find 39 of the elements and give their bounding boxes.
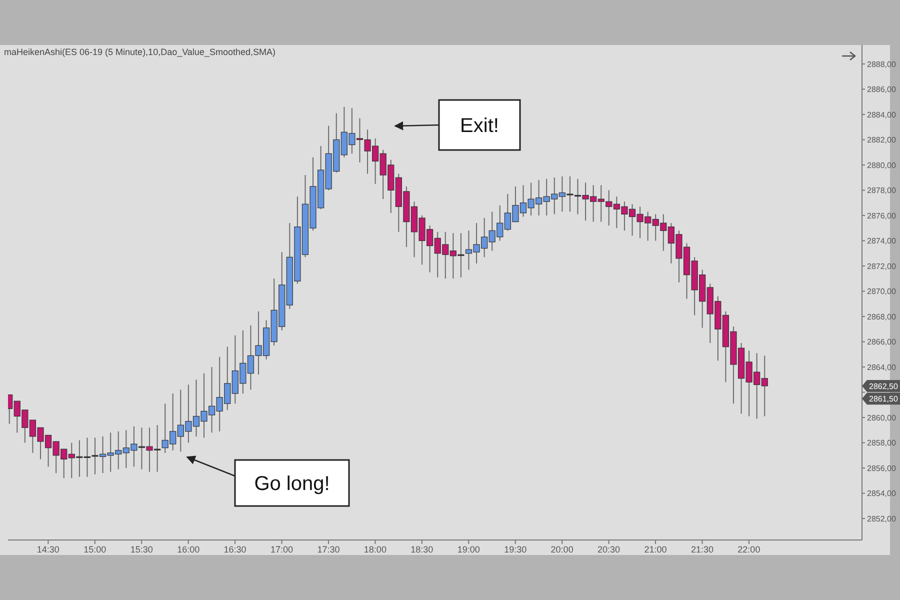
y-tick-label: 2854,00 — [867, 489, 896, 498]
annotation: Go long! — [254, 473, 330, 495]
chart-title: maHeikenAshi(ES 06-19 (5 Minute),10,Dao_Value_Smoothed,SMA) — [4, 47, 276, 57]
y-tick-label: 2884,00 — [867, 110, 896, 120]
y-tick-label: 2868,00 — [867, 312, 896, 322]
x-tick-label: 20:00 — [550, 544, 574, 554]
y-tick-label: 2876,00 — [867, 211, 896, 220]
x-tick-label: 19:30 — [504, 544, 527, 554]
x-tick-label: 15:30 — [130, 544, 153, 554]
x-tick-label: 19:00 — [457, 544, 480, 554]
x-tick-label: 20:30 — [598, 544, 620, 554]
x-tick-label: 16:00 — [177, 544, 200, 554]
y-tick-label: 2858,00 — [867, 438, 896, 448]
y-tick-label: 2886,00 — [867, 85, 896, 94]
y-tick-label: 2856,00 — [867, 464, 896, 473]
x-tick-label: 21:30 — [690, 544, 714, 554]
x-tick-label: 21:00 — [644, 544, 667, 554]
x-tick-label: 14:30 — [36, 544, 60, 554]
x-tick-label: 18:00 — [364, 544, 386, 554]
annotation: Exit! — [460, 115, 499, 137]
x-tick-label: 18:30 — [410, 544, 434, 554]
y-tick-label: 2866,00 — [867, 338, 896, 347]
y-tick-label: 2874,00 — [867, 236, 896, 246]
y-tick-label: 2872,00 — [867, 262, 896, 271]
y-tick-label: 2870,00 — [867, 287, 896, 296]
y-tick-label: 2878,00 — [867, 186, 896, 196]
annotation: 2861,50 — [869, 394, 898, 404]
x-tick-label: 22:00 — [738, 544, 760, 554]
y-tick-label: 2860,00 — [867, 413, 896, 422]
x-tick-label: 16:30 — [224, 544, 246, 554]
y-tick-label: 2880,00 — [867, 160, 896, 170]
y-tick-label: 2852,00 — [867, 514, 896, 524]
annotation: 2862,50 — [869, 382, 898, 391]
y-tick-label: 2888,00 — [867, 60, 896, 69]
x-tick-label: 17:30 — [317, 544, 340, 554]
y-tick-label: 2864,00 — [867, 362, 896, 372]
y-tick-label: 2882,00 — [867, 136, 896, 145]
x-tick-label: 17:00 — [270, 544, 294, 554]
x-tick-label: 15:00 — [84, 544, 106, 554]
